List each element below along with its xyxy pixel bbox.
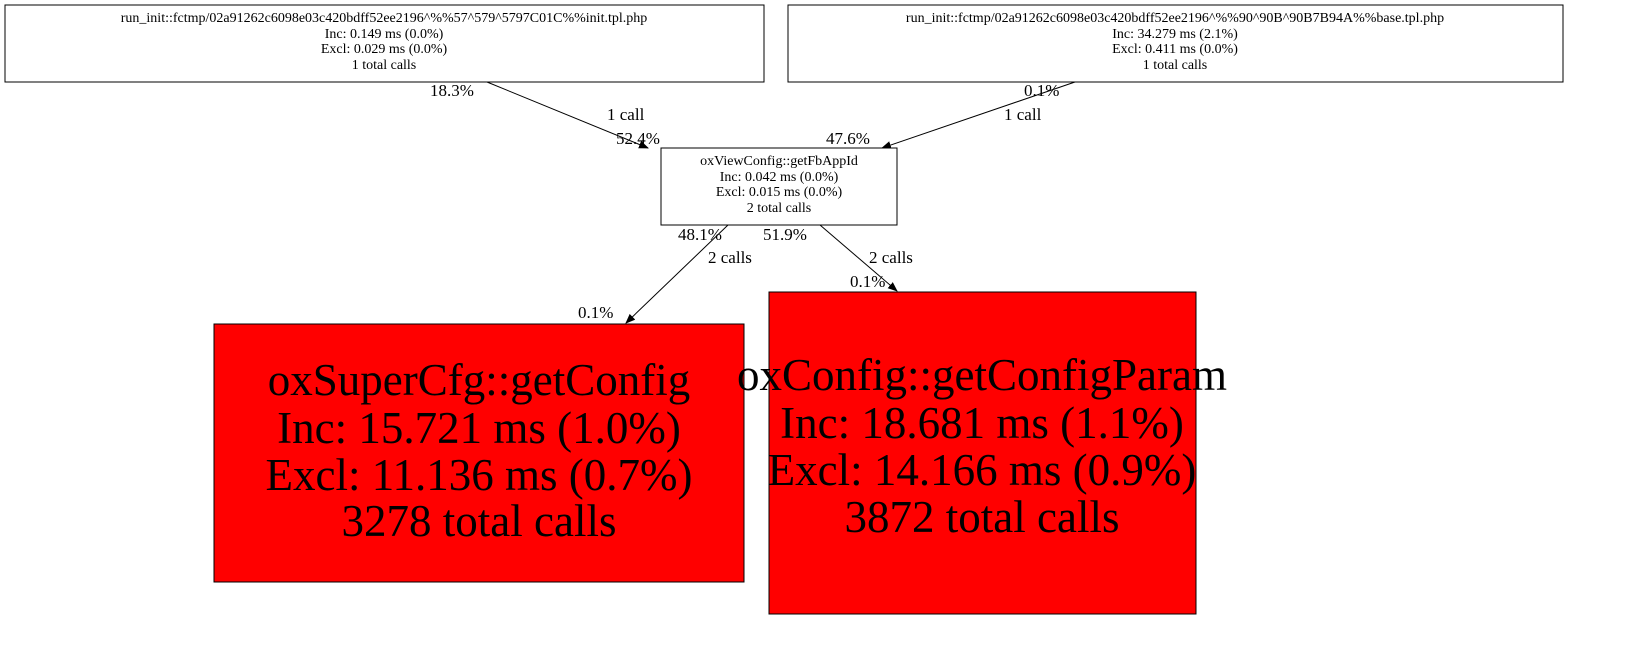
edge-call-label: 2 calls	[708, 248, 752, 267]
edge-call-label: 1 call	[1004, 105, 1042, 124]
edge-tail-label: 18.3%	[430, 81, 474, 100]
edge-call-label: 2 calls	[869, 248, 913, 267]
node-name: oxSuperCfg::getConfig	[268, 355, 690, 405]
edge-tail-label: 48.1%	[678, 225, 722, 244]
node-base-tpl[interactable]: run_init::fctmp/02a91262c6098e03c420bdff…	[787, 4, 1564, 83]
node-inclusive: Inc: 34.279 ms (2.1%)	[1112, 27, 1238, 42]
edge-init-to-getfbappid: 18.3% 1 call 52.4%	[430, 81, 660, 149]
node-name: run_init::fctmp/02a91262c6098e03c420bdff…	[906, 11, 1444, 26]
node-init-tpl[interactable]: run_init::fctmp/02a91262c6098e03c420bdff…	[4, 4, 765, 83]
node-exclusive: Excl: 0.015 ms (0.0%)	[716, 185, 843, 200]
node-getconfig[interactable]: oxSuperCfg::getConfig Inc: 15.721 ms (1.…	[213, 323, 745, 583]
node-name: oxViewConfig::getFbAppId	[700, 154, 858, 169]
node-calls: 1 total calls	[352, 58, 417, 73]
node-inclusive: Inc: 0.042 ms (0.0%)	[720, 170, 839, 185]
node-exclusive: Excl: 14.166 ms (0.9%)	[768, 445, 1197, 495]
node-calls: 2 total calls	[747, 201, 812, 216]
node-getfbappid[interactable]: oxViewConfig::getFbAppId Inc: 0.042 ms (…	[660, 147, 898, 226]
node-calls: 3278 total calls	[342, 496, 617, 546]
node-name: run_init::fctmp/02a91262c6098e03c420bdff…	[121, 11, 648, 26]
edge-head-label: 52.4%	[616, 129, 660, 148]
node-inclusive: Inc: 0.149 ms (0.0%)	[325, 27, 444, 42]
edge-getfbappid-to-getconfigparam: 51.9% 2 calls 0.1%	[763, 224, 913, 292]
edge-head-label: 0.1%	[850, 272, 885, 291]
edge-tail-label: 51.9%	[763, 225, 807, 244]
node-getconfigparam[interactable]: oxConfig::getConfigParam Inc: 18.681 ms …	[737, 291, 1227, 615]
edge-tail-label: 0.1%	[1024, 81, 1059, 100]
edge-getfbappid-to-getconfig: 48.1% 2 calls 0.1%	[578, 224, 752, 324]
edge-base-to-getfbappid: 0.1% 1 call 47.6%	[826, 81, 1076, 149]
node-inclusive: Inc: 18.681 ms (1.1%)	[780, 398, 1184, 448]
node-exclusive: Excl: 11.136 ms (0.7%)	[265, 450, 692, 500]
node-name: oxConfig::getConfigParam	[737, 350, 1227, 400]
node-calls: 1 total calls	[1143, 58, 1208, 73]
edge-call-label: 1 call	[607, 105, 645, 124]
edge-head-label: 47.6%	[826, 129, 870, 148]
node-inclusive: Inc: 15.721 ms (1.0%)	[277, 403, 681, 453]
edge-head-label: 0.1%	[578, 303, 613, 322]
node-exclusive: Excl: 0.029 ms (0.0%)	[321, 42, 448, 57]
node-exclusive: Excl: 0.411 ms (0.0%)	[1112, 42, 1238, 57]
node-calls: 3872 total calls	[845, 492, 1120, 542]
